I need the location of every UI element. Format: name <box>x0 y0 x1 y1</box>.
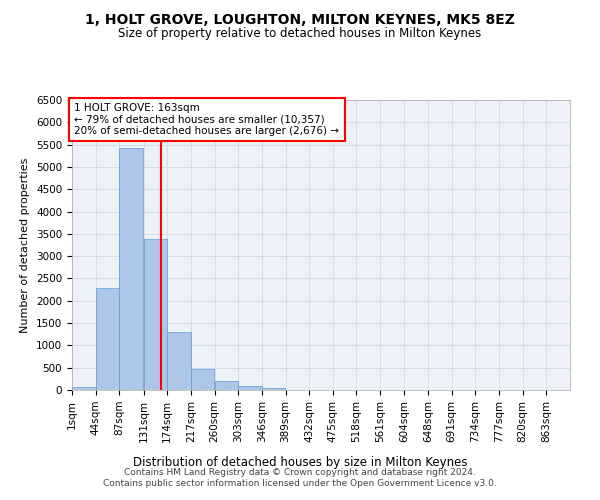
Bar <box>215 380 238 390</box>
Text: Contains HM Land Registry data © Crown copyright and database right 2024.
Contai: Contains HM Land Registry data © Crown c… <box>103 468 497 487</box>
Bar <box>191 369 214 390</box>
Y-axis label: Number of detached properties: Number of detached properties <box>20 158 31 332</box>
Bar <box>96 288 119 390</box>
Bar <box>167 332 191 390</box>
Bar <box>238 386 262 390</box>
Bar <box>143 239 167 390</box>
Text: Distribution of detached houses by size in Milton Keynes: Distribution of detached houses by size … <box>133 456 467 469</box>
Bar <box>262 388 286 390</box>
Text: 1 HOLT GROVE: 163sqm
← 79% of detached houses are smaller (10,357)
20% of semi-d: 1 HOLT GROVE: 163sqm ← 79% of detached h… <box>74 103 340 136</box>
Bar <box>119 148 143 390</box>
Bar <box>72 386 95 390</box>
Text: Size of property relative to detached houses in Milton Keynes: Size of property relative to detached ho… <box>118 28 482 40</box>
Text: 1, HOLT GROVE, LOUGHTON, MILTON KEYNES, MK5 8EZ: 1, HOLT GROVE, LOUGHTON, MILTON KEYNES, … <box>85 12 515 26</box>
